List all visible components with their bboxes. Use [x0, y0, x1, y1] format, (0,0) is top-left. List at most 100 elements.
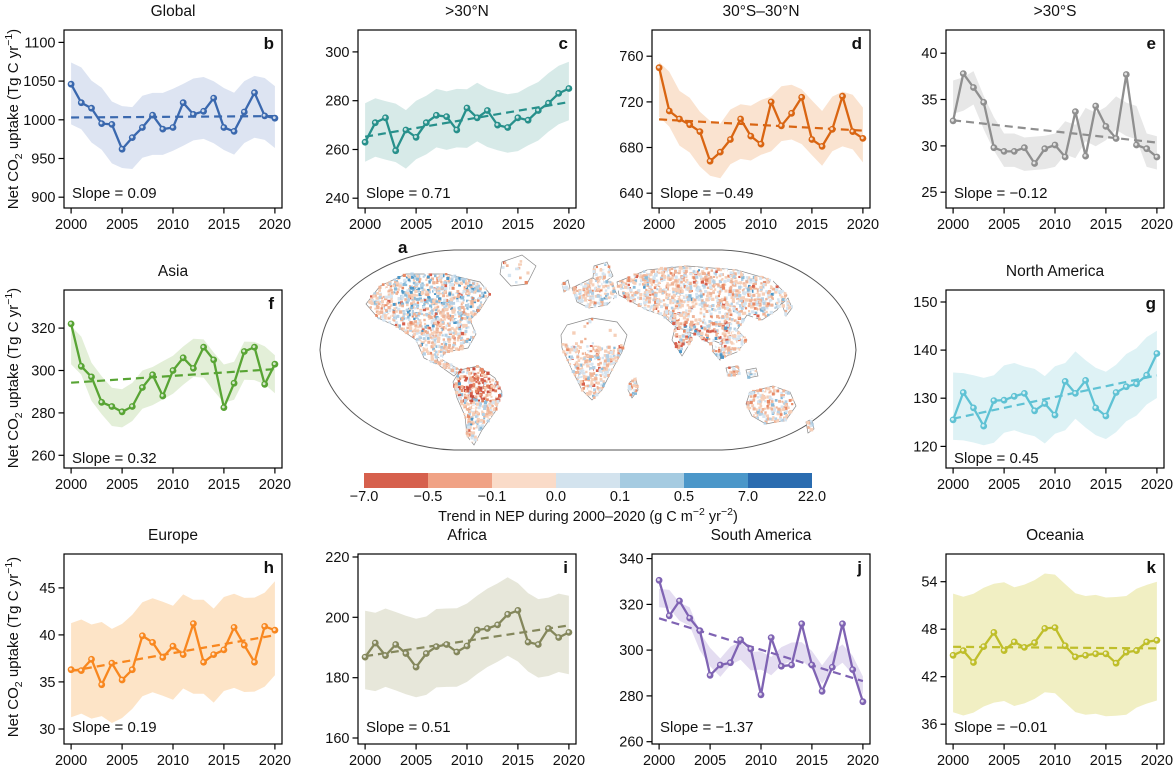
panel-letter: h	[263, 558, 274, 577]
colorbar-tick: 7.0	[737, 489, 759, 505]
svg-text:36: 36	[921, 717, 937, 733]
panel-letter: f	[268, 294, 274, 313]
row-top: Net CO2 uptake (Tg C yr−1) Global b 900 9…	[0, 0, 1176, 238]
panel-letter: b	[263, 34, 274, 53]
s30s-chart: 25 30 35 40 2000 2005 2010 2015 2020	[882, 22, 1176, 238]
svg-text:2010: 2010	[745, 753, 777, 769]
panel-s30s: >30°S e 25 30 35 40 2000 2005 2010 2015 2020 Slo…	[882, 0, 1176, 238]
colorbar-gradient	[364, 473, 812, 488]
svg-text:1050: 1050	[23, 74, 55, 90]
svg-text:680: 680	[619, 141, 643, 157]
svg-text:220: 220	[325, 550, 349, 566]
svg-text:2020: 2020	[847, 753, 879, 769]
svg-text:340: 340	[619, 552, 643, 568]
svg-text:2015: 2015	[208, 753, 240, 769]
svg-text:2000: 2000	[349, 217, 381, 233]
panel-title: Asia	[157, 263, 189, 280]
svg-text:150: 150	[913, 295, 937, 311]
svg-text:240: 240	[325, 191, 349, 207]
slope-label: Slope = 0.09	[72, 185, 157, 202]
svg-text:2020: 2020	[259, 217, 291, 233]
south-america-chart: 260 280 300 320 340 2000 2005 2010 2015 2020	[588, 546, 882, 774]
row-bottom: Net CO2 uptake (Tg C yr−1) Europe h 30 35…	[0, 518, 1176, 775]
svg-text:30: 30	[39, 722, 55, 738]
svg-text:2005: 2005	[694, 753, 726, 769]
svg-text:2010: 2010	[157, 477, 189, 493]
svg-text:2005: 2005	[988, 753, 1020, 769]
svg-text:300: 300	[325, 45, 349, 61]
svg-text:2000: 2000	[643, 753, 675, 769]
svg-text:2020: 2020	[259, 477, 291, 493]
svg-text:2010: 2010	[1039, 753, 1071, 769]
svg-text:2015: 2015	[1090, 217, 1122, 233]
svg-text:1000: 1000	[23, 113, 55, 129]
svg-text:2000: 2000	[643, 217, 675, 233]
colorbar-tick: 0.0	[545, 489, 567, 505]
slope-label: Slope = 0.51	[366, 719, 451, 736]
panel-letter: g	[1145, 294, 1156, 313]
svg-text:2000: 2000	[937, 477, 969, 493]
colorbar-tick: −0.1	[477, 489, 507, 505]
svg-text:2005: 2005	[400, 753, 432, 769]
svg-text:2015: 2015	[208, 217, 240, 233]
svg-text:2000: 2000	[937, 217, 969, 233]
global-chart: 900 950 1000 1050 1100 2000 2005 2010 2015 2020	[0, 22, 294, 238]
svg-text:2010: 2010	[157, 753, 189, 769]
map-panel-letter: a	[398, 238, 408, 257]
svg-text:2005: 2005	[988, 217, 1020, 233]
svg-text:2015: 2015	[208, 477, 240, 493]
svg-text:2005: 2005	[400, 217, 432, 233]
svg-text:45: 45	[39, 581, 55, 597]
svg-text:720: 720	[619, 95, 643, 111]
svg-text:2010: 2010	[1039, 217, 1071, 233]
africa-chart: 160 180 200 220 2000 2005 2010 2015 2020	[294, 546, 588, 774]
asia-chart: 260 280 300 320 2000 2005 2010 2015 2020	[0, 282, 294, 498]
panel-africa: Africa i 160 180 200 220 2000 2005 2010 2015 202…	[294, 518, 588, 775]
svg-text:2005: 2005	[694, 217, 726, 233]
slope-label: Slope = −0.49	[660, 185, 754, 202]
svg-text:40: 40	[39, 628, 55, 644]
svg-text:2020: 2020	[553, 753, 585, 769]
panel-title: North America	[1005, 263, 1105, 280]
svg-text:2015: 2015	[1090, 753, 1122, 769]
svg-text:160: 160	[325, 731, 349, 747]
svg-text:300: 300	[31, 364, 55, 380]
svg-text:180: 180	[325, 671, 349, 687]
panel-title: Global	[150, 3, 196, 20]
svg-text:48: 48	[921, 622, 937, 638]
panel-title: >30°N	[445, 3, 489, 20]
svg-text:280: 280	[619, 689, 643, 705]
svg-text:2010: 2010	[157, 217, 189, 233]
colorbar-tick: −7.0	[349, 489, 379, 505]
panel-title: >30°S	[1033, 3, 1077, 20]
svg-text:2020: 2020	[259, 753, 291, 769]
svg-text:2015: 2015	[796, 217, 828, 233]
svg-text:42: 42	[921, 670, 937, 686]
oceania-chart: 36 42 48 54 2000 2005 2010 2015 2020	[882, 546, 1176, 774]
colorbar-tick: 0.1	[609, 489, 631, 505]
svg-text:120: 120	[913, 439, 937, 455]
panel-oceania: Oceania k 36 42 48 54 2000 2005 2010 2015 2020 S…	[882, 518, 1176, 775]
svg-text:200: 200	[325, 610, 349, 626]
svg-text:2015: 2015	[1090, 477, 1122, 493]
panel-n30n: >30°N c 240 260 280 300 2000 2005 2010 2015 2020…	[294, 0, 588, 238]
svg-text:2020: 2020	[1141, 217, 1173, 233]
svg-text:2005: 2005	[106, 217, 138, 233]
svg-text:2015: 2015	[796, 753, 828, 769]
svg-text:2020: 2020	[1141, 477, 1173, 493]
colorbar-tick: −0.5	[413, 489, 443, 505]
svg-text:320: 320	[619, 597, 643, 613]
svg-text:2000: 2000	[55, 217, 87, 233]
svg-text:260: 260	[325, 143, 349, 159]
panel-title: Africa	[447, 527, 487, 544]
svg-text:2000: 2000	[55, 477, 87, 493]
svg-text:280: 280	[31, 406, 55, 422]
panel-letter: e	[1146, 34, 1156, 53]
svg-text:260: 260	[31, 448, 55, 464]
colorbar-caption: Trend in NEP during 2000–2020 (g C m−2 y…	[438, 506, 738, 525]
svg-text:640: 640	[619, 186, 643, 202]
slope-label: Slope = 0.32	[72, 449, 157, 467]
n30n-chart: 240 260 280 300 2000 2005 2010 2015 2020	[294, 22, 588, 238]
panel-tropics: 30°S–30°N d 640 680 720 760 2000 2005 2010 2015…	[588, 0, 882, 238]
svg-text:35: 35	[39, 675, 55, 691]
